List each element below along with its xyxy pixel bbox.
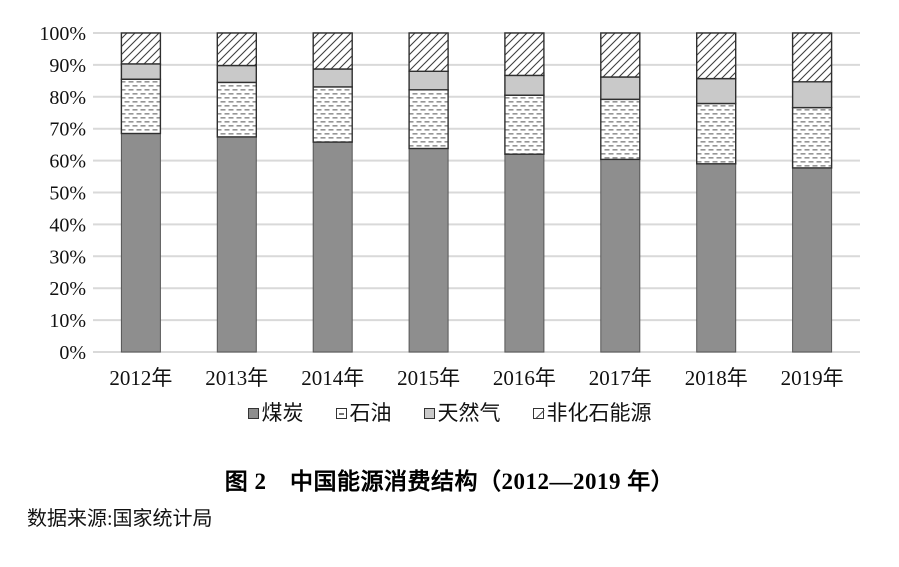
legend: 煤炭 石油 天然气 非化石能源 [0,403,899,424]
bar-2012年-oil [120,78,162,135]
y-tick-label-20: 20% [49,278,86,300]
bar-2017年-oil [600,98,641,161]
bar-2014年-oil [312,86,353,143]
y-tick-label-60: 60% [49,151,86,173]
x-axis-labels: 2012年 2013年 2014年 2015年 2016年 2017年 2018年 2019年 [109,366,843,390]
coal-swatch-icon [247,408,259,419]
stacked-bar-chart: 0%10%20%30%40%50%60%70%80%90%100% 2012年 2… [39,23,860,390]
bar-2012年-gas [120,63,162,80]
bar-2019年-coal [792,167,833,353]
legend-label-oil: 石油 [349,401,392,425]
legend-label-coal: 煤炭 [261,401,304,425]
bar-2016年-coal [504,153,545,353]
gas-swatch-icon [423,408,435,419]
bar-2015年-coal [408,148,449,353]
bar-2015年-oil [408,89,449,150]
bar-2013年-oil [216,81,258,138]
bars-layer [120,32,833,353]
bar-2018年-coal [696,163,737,353]
legend-label-nonfossil: 非化石能源 [546,401,652,425]
figure-title: 图 2 中国能源消费结构（2012—2019 年） [224,469,675,494]
y-tick-label-10: 10% [49,310,86,332]
bar-2017年-coal [600,158,641,353]
bar-2014年-coal [312,141,353,353]
y-tick-label-80: 80% [49,87,86,109]
bar-2016年-nonfossil [504,32,545,77]
data-source-note: 数据来源:国家统计局 [27,508,213,530]
x-tick-label-2018年: 2018年 [685,366,748,390]
gridlines-layer [93,32,860,353]
legend-label-gas: 天然气 [437,401,501,425]
y-tick-label-50: 50% [49,183,86,205]
bar-2015年-nonfossil [408,32,449,72]
bar-2018年-nonfossil [696,32,737,80]
bar-2018年-oil [696,102,737,165]
oil-swatch-icon [335,408,347,419]
legend-item-oil: 石油 [335,401,392,425]
legend-item-nonfossil: 非化石能源 [532,401,652,425]
bar-2019年-oil [791,106,833,169]
y-axis-labels: 0% 10% 20% 30% 40% 50% 60% 70% 80% 90% 100% [39,23,86,364]
bar-2012年-coal [120,133,161,353]
x-tick-label-2014年: 2014年 [301,366,364,390]
legend-item-coal: 煤炭 [247,401,304,425]
bar-2013年-coal [216,136,257,353]
legend-item-gas: 天然气 [423,401,501,425]
bar-2014年-nonfossil [312,32,353,70]
x-tick-label-2019年: 2019年 [781,366,844,390]
x-tick-label-2015年: 2015年 [397,366,460,390]
bar-2013年-gas [216,64,258,84]
y-tick-label-0: 0% [59,342,86,364]
y-tick-label-90: 90% [49,55,86,77]
y-tick-label-100: 100% [39,23,86,45]
x-tick-label-2013年: 2013年 [205,366,268,390]
bar-2015年-gas [408,70,449,91]
bar-2019年-nonfossil [791,32,833,83]
bar-2019年-gas [791,81,833,109]
bar-2016年-gas [504,74,545,96]
bar-2017年-gas [600,76,641,100]
bar-2013年-nonfossil [216,32,258,67]
y-tick-label-30: 30% [49,246,86,268]
nonfossil-swatch-icon [532,408,544,419]
bar-2014年-gas [312,68,353,88]
bar-2012年-nonfossil [120,32,162,65]
x-tick-label-2017年: 2017年 [589,366,652,390]
x-tick-label-2016年: 2016年 [493,366,556,390]
y-tick-label-70: 70% [49,119,86,141]
bar-2018年-gas [696,77,737,105]
x-tick-label-2012年: 2012年 [109,366,172,390]
bar-2016年-oil [504,94,545,155]
bar-2017年-nonfossil [600,32,641,78]
y-tick-label-40: 40% [49,214,86,236]
